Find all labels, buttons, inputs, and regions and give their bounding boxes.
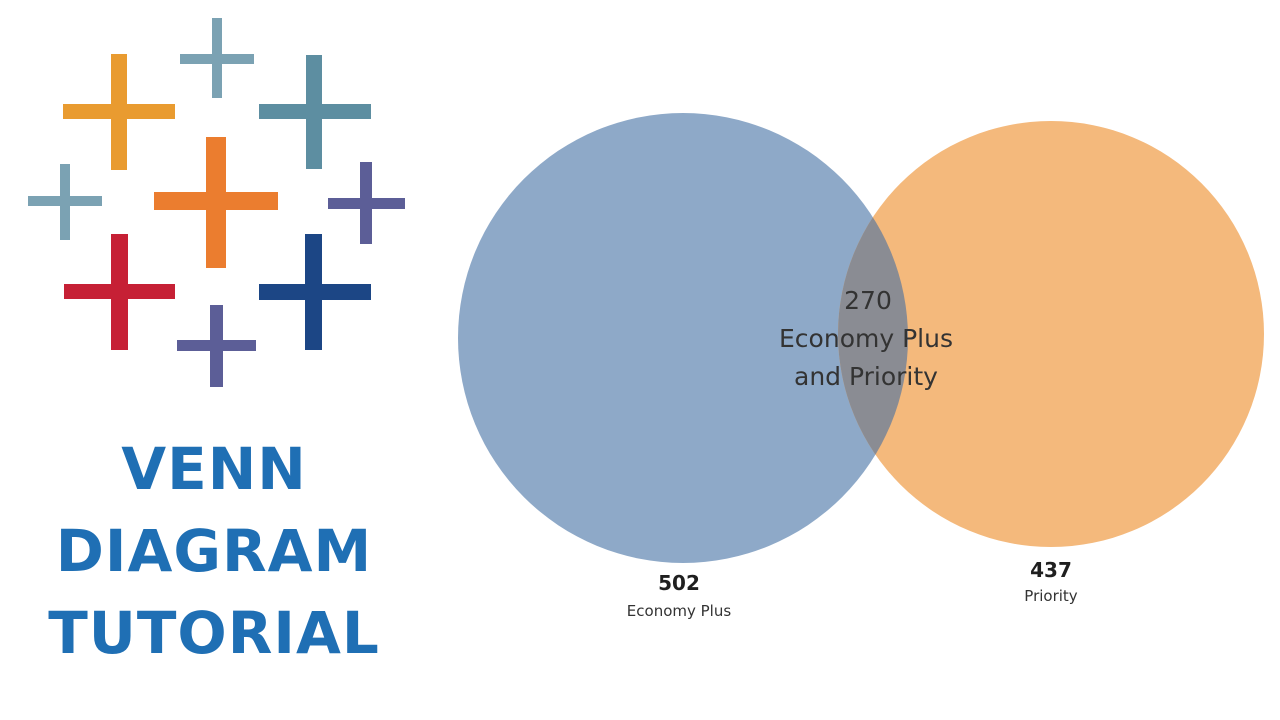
set-economy-plus-value: 502: [658, 571, 700, 595]
plus-icon-top-teal: [180, 18, 254, 98]
intersection-label-line-1: Economy Plus: [779, 324, 953, 353]
venn-circle-economy-plus: [458, 113, 908, 563]
intersection-value: 270: [844, 286, 892, 315]
intersection-label-line-2: and Priority: [794, 362, 938, 391]
plus-icon-left-teal: [28, 164, 102, 240]
tableau-logo: [28, 18, 405, 387]
plus-icon-bottom-purple: [177, 305, 256, 387]
title-line-3: TUTORIAL: [48, 599, 380, 667]
plus-icon-upper-right-steel: [259, 55, 371, 169]
title-line-2: DIAGRAM: [55, 517, 373, 585]
set-priority-value: 437: [1030, 558, 1072, 582]
plus-icon-right-purple: [328, 162, 405, 244]
set-economy-plus-label: Economy Plus: [627, 602, 732, 620]
plus-icon-lower-left-red: [64, 234, 175, 350]
plus-icon-upper-left-amber: [63, 54, 175, 170]
tutorial-title: VENN DIAGRAM TUTORIAL: [28, 428, 400, 674]
title-line-1: VENN: [121, 435, 307, 503]
venn-circle-priority: [838, 121, 1264, 547]
plus-icon-center-orange: [154, 137, 278, 268]
set-priority-label: Priority: [1024, 587, 1078, 605]
plus-icon-lower-right-navy: [259, 234, 371, 350]
